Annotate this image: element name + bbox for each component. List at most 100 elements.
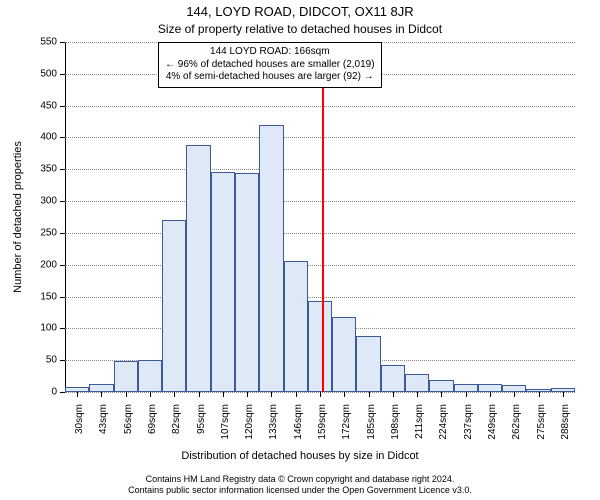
x-tick-mark [466,392,467,397]
x-tick-label: 146sqm [293,404,304,440]
histogram-bar [259,125,283,392]
y-grid-line [65,233,575,234]
x-tick-mark [296,392,297,397]
x-tick-mark [247,392,248,397]
histogram-bar [211,172,235,392]
histogram-bar [454,384,478,392]
x-tick-mark [344,392,345,397]
x-tick-label: 288sqm [560,404,571,440]
y-tick-label: 200 [40,259,57,270]
y-tick-mark [60,74,65,75]
y-grid-line [65,297,575,298]
y-grid-line [65,169,575,170]
x-tick-mark [320,392,321,397]
x-tick-mark [77,392,78,397]
histogram-bar [381,365,405,392]
x-tick-label: 43sqm [98,404,109,434]
x-tick-label: 159sqm [317,404,328,440]
x-tick-label: 30sqm [74,404,85,434]
x-tick-mark [514,392,515,397]
reference-line [322,42,324,392]
x-tick-label: 262sqm [511,404,522,440]
y-tick-label: 100 [40,323,57,334]
footer-line2: Contains public sector information licen… [0,485,600,496]
x-tick-label: 133sqm [268,404,279,440]
histogram-bar [235,173,259,392]
x-tick-mark [441,392,442,397]
x-tick-mark [539,392,540,397]
y-tick-mark [60,265,65,266]
x-tick-label: 56sqm [123,404,134,434]
x-tick-mark [150,392,151,397]
y-grid-line [65,201,575,202]
x-tick-label: 185sqm [366,404,377,440]
histogram-bar [502,385,526,392]
x-tick-label: 275sqm [536,404,547,440]
x-tick-label: 107sqm [220,404,231,440]
x-tick-label: 69sqm [147,404,158,434]
histogram-bar [332,317,356,392]
footer: Contains HM Land Registry data © Crown c… [0,474,600,497]
y-tick-mark [60,201,65,202]
annotation-line1: 144 LOYD ROAD: 166sqm [165,46,375,59]
x-tick-mark [101,392,102,397]
histogram-bar [356,336,380,392]
histogram-bar [114,361,138,392]
y-tick-mark [60,233,65,234]
histogram-bar [284,261,308,392]
y-tick-label: 450 [40,100,57,111]
footer-line1: Contains HM Land Registry data © Crown c… [0,474,600,485]
histogram-bar [138,360,162,392]
x-tick-label: 82sqm [171,404,182,434]
x-tick-label: 172sqm [341,404,352,440]
y-tick-label: 50 [46,355,57,366]
x-tick-label: 120sqm [244,404,255,440]
y-tick-mark [60,328,65,329]
x-tick-label: 237sqm [463,404,474,440]
x-tick-mark [417,392,418,397]
chart-title-sub: Size of property relative to detached ho… [0,19,600,36]
plot-area: 05010015020025030035040045050055030sqm43… [65,42,575,392]
y-tick-mark [60,42,65,43]
y-tick-label: 400 [40,132,57,143]
y-tick-label: 500 [40,68,57,79]
y-tick-mark [60,137,65,138]
y-tick-mark [60,169,65,170]
x-tick-label: 198sqm [390,404,401,440]
y-tick-mark [60,106,65,107]
x-tick-label: 249sqm [487,404,498,440]
x-tick-label: 95sqm [196,404,207,434]
x-tick-mark [199,392,200,397]
x-tick-mark [393,392,394,397]
histogram-bar [308,301,332,392]
y-tick-label: 300 [40,196,57,207]
annotation-box: 144 LOYD ROAD: 166sqm ← 96% of detached … [158,42,382,88]
y-tick-mark [60,297,65,298]
histogram-bar [162,220,186,392]
x-tick-mark [369,392,370,397]
y-grid-line [65,137,575,138]
x-tick-label: 211sqm [414,404,425,439]
annotation-line3: 4% of semi-detached houses are larger (9… [165,71,375,84]
y-tick-label: 0 [51,387,57,398]
y-tick-mark [60,392,65,393]
chart-title-main: 144, LOYD ROAD, DIDCOT, OX11 8JR [0,0,600,19]
y-axis-line [65,42,66,392]
x-tick-mark [490,392,491,397]
y-grid-line [65,106,575,107]
y-tick-label: 250 [40,227,57,238]
x-tick-mark [174,392,175,397]
x-tick-mark [271,392,272,397]
y-tick-label: 550 [40,37,57,48]
y-tick-label: 350 [40,164,57,175]
y-tick-mark [60,360,65,361]
x-tick-mark [126,392,127,397]
histogram-bar [405,374,429,392]
histogram-bar [89,384,113,392]
y-axis-title: Number of detached properties [12,141,24,293]
histogram-bar [186,145,210,392]
histogram-bar [429,380,453,392]
annotation-line2: ← 96% of detached houses are smaller (2,… [165,59,375,72]
y-tick-label: 150 [40,291,57,302]
x-tick-mark [223,392,224,397]
